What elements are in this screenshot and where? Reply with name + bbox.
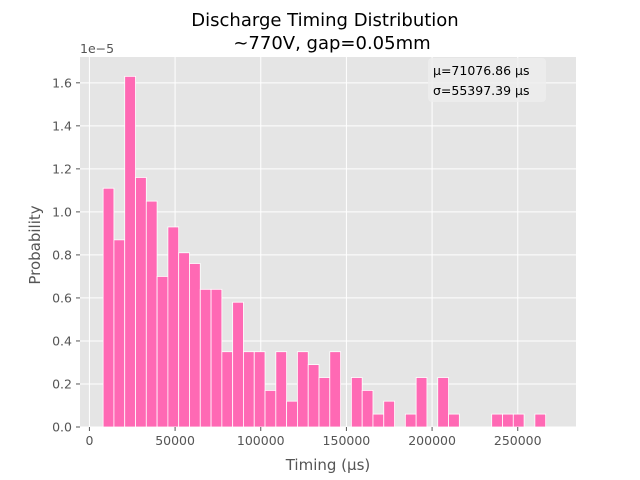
histogram-bar bbox=[404, 413, 417, 428]
histogram-bar bbox=[124, 75, 136, 428]
y-tick-label: 0.6 bbox=[52, 290, 72, 305]
chart-title: Discharge Timing Distribution bbox=[191, 10, 458, 31]
y-tick-label: 1.2 bbox=[52, 161, 72, 176]
x-axis-label: Timing (μs) bbox=[285, 456, 371, 474]
y-tick-label: 1.6 bbox=[52, 75, 72, 90]
histogram-bar bbox=[199, 288, 212, 428]
histogram-bar bbox=[243, 351, 255, 428]
stats-mean: μ=71076.86 μs bbox=[433, 63, 530, 78]
histogram-bar bbox=[512, 413, 525, 428]
histogram-bar bbox=[135, 177, 147, 428]
y-offset-label: 1e−5 bbox=[80, 41, 114, 56]
histogram-bar bbox=[178, 252, 190, 428]
histogram-bar bbox=[502, 413, 514, 428]
histogram-bar bbox=[448, 413, 460, 428]
stats-std: σ=55397.39 μs bbox=[433, 83, 529, 98]
histogram-bar bbox=[286, 400, 298, 428]
y-tick-label: 1.0 bbox=[52, 204, 72, 219]
y-tick-label: 1.4 bbox=[52, 118, 72, 133]
y-tick-label: 0.2 bbox=[52, 376, 72, 391]
histogram-bar bbox=[210, 288, 223, 428]
histogram-bar bbox=[167, 226, 180, 428]
histogram-bar bbox=[372, 413, 385, 428]
histogram-bar bbox=[329, 351, 341, 428]
y-tick-label: 0.4 bbox=[52, 333, 72, 348]
y-axis-label: Probability bbox=[26, 205, 44, 284]
y-tick-label: 0.8 bbox=[52, 247, 72, 262]
x-axis-ticks: 0 50000 100000 150000 200000 250000 bbox=[85, 427, 542, 448]
histogram-bar bbox=[383, 400, 395, 428]
x-tick-label: 250000 bbox=[494, 433, 542, 448]
x-tick-label: 200000 bbox=[408, 433, 456, 448]
histogram-bar bbox=[145, 200, 158, 428]
histogram-bars bbox=[102, 75, 547, 428]
histogram-bar bbox=[437, 377, 449, 428]
histogram-bar bbox=[318, 377, 331, 428]
histogram-bar bbox=[297, 351, 309, 428]
histogram-bar bbox=[264, 390, 277, 428]
histogram-bar bbox=[232, 301, 244, 428]
histogram-bar bbox=[275, 351, 288, 428]
histogram-bar bbox=[189, 263, 201, 428]
histogram-bar bbox=[307, 364, 320, 428]
y-axis-ticks: 0.0 0.2 0.4 0.6 0.8 1.0 1.2 1.4 1.6 bbox=[52, 75, 80, 435]
histogram-bar bbox=[415, 377, 428, 428]
histogram-bar bbox=[491, 413, 503, 428]
histogram-bar bbox=[102, 187, 115, 428]
histogram-bar bbox=[221, 351, 234, 428]
histogram-bar bbox=[534, 413, 547, 428]
y-tick-label: 0.0 bbox=[52, 420, 72, 435]
x-tick-label: 100000 bbox=[237, 433, 285, 448]
histogram-bar bbox=[361, 390, 374, 428]
chart-subtitle: ~770V, gap=0.05mm bbox=[233, 33, 430, 54]
histogram-bar bbox=[350, 377, 363, 428]
histogram-bar bbox=[156, 276, 169, 428]
x-tick-label: 150000 bbox=[323, 433, 371, 448]
x-tick-label: 0 bbox=[85, 433, 93, 448]
x-tick-label: 50000 bbox=[155, 433, 195, 448]
stats-box-background bbox=[428, 58, 546, 102]
histogram-bar bbox=[113, 239, 126, 428]
stats-box: μ=71076.86 μs σ=55397.39 μs bbox=[428, 58, 546, 102]
histogram-bar bbox=[253, 351, 266, 428]
